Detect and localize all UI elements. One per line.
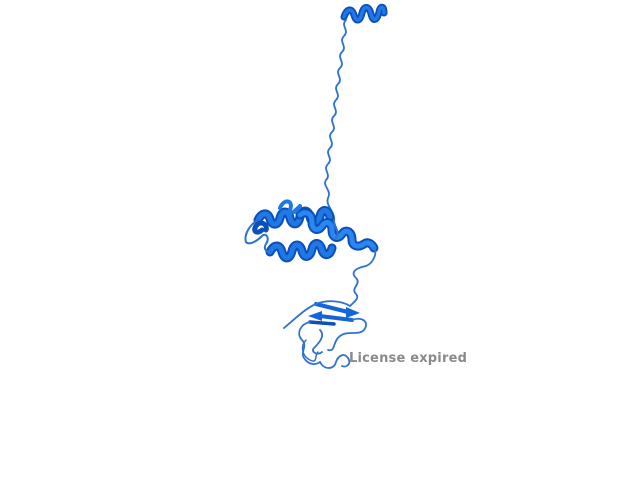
linker-coil <box>324 19 347 223</box>
license-watermark: License expired <box>349 351 468 366</box>
beta-loop-domain <box>283 300 367 369</box>
top-helix <box>340 3 388 24</box>
helix-bundle-domain <box>244 199 379 263</box>
lower-linker <box>349 247 377 307</box>
